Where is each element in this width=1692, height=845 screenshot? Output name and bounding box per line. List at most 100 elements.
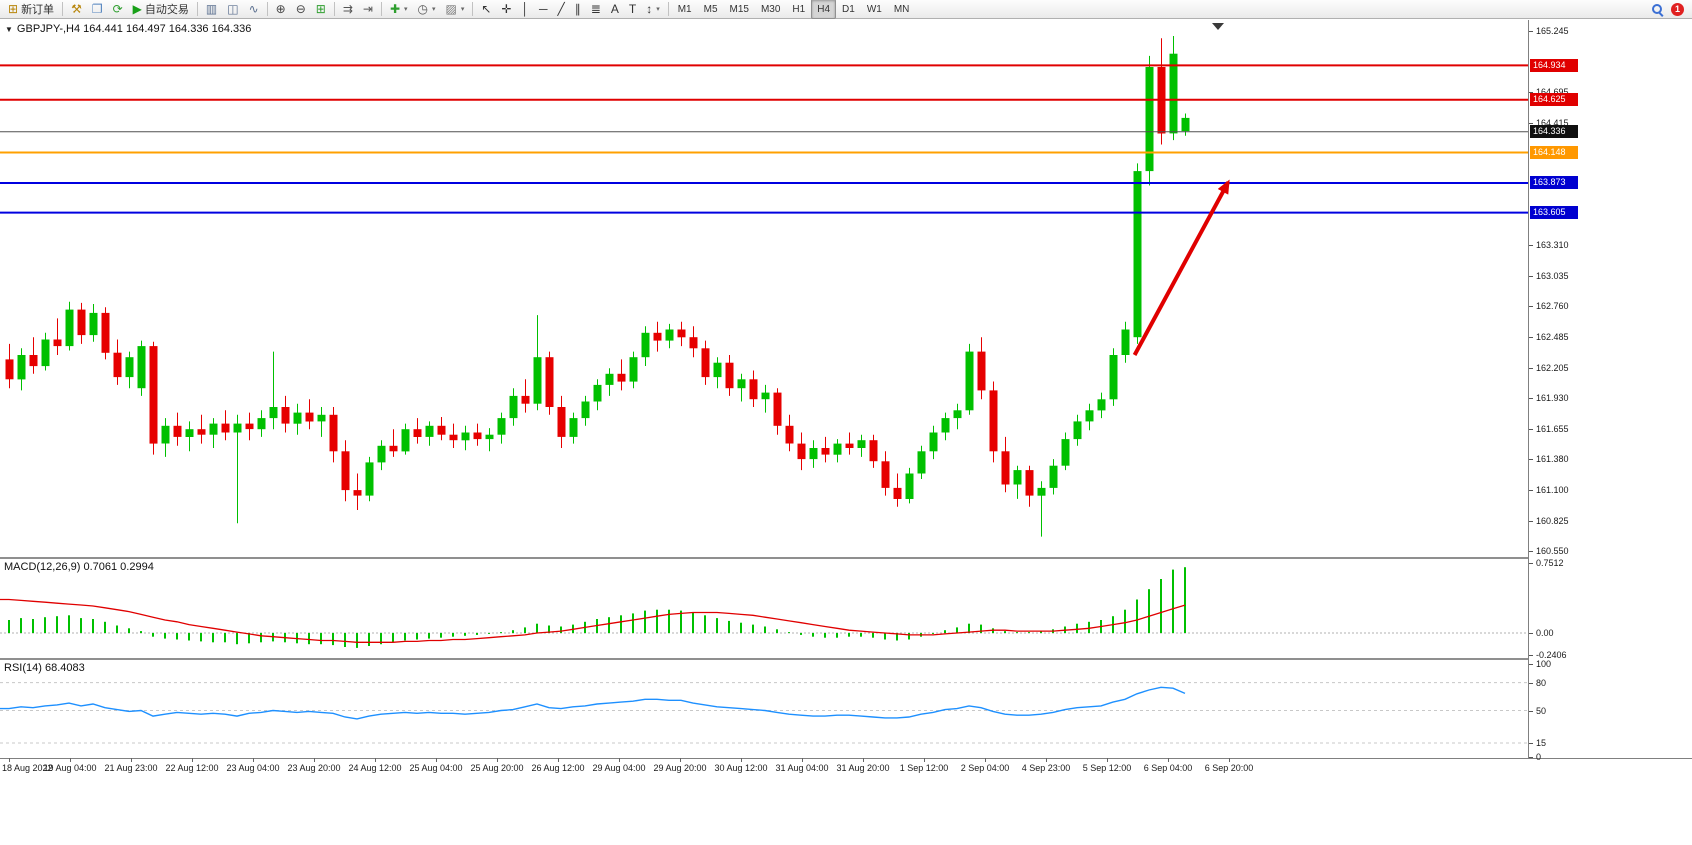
time-label: 29 Aug 04:00 (592, 763, 646, 773)
axis-tick-label: 164.695 (1536, 87, 1569, 97)
zoom-in-button[interactable]: ⊕ (271, 0, 291, 18)
auto-scroll-icon: ⇉ (342, 1, 353, 16)
vertical-line-button[interactable]: │ (517, 0, 535, 18)
chart-shift-marker[interactable] (1212, 23, 1224, 30)
price-scale-tickmark (1529, 563, 1533, 564)
tile-windows-button[interactable]: ⊞ (311, 0, 331, 18)
arrows-icon: ↕ (646, 1, 653, 16)
time-label: 19 Aug 04:00 (43, 763, 97, 773)
price-tag-163.873: 163.873 (1530, 176, 1578, 189)
macd-pane-splitter[interactable] (0, 557, 1692, 559)
zoom-out-button[interactable]: ⊖ (291, 0, 311, 18)
text-button[interactable]: A (606, 0, 624, 18)
macd-histogram (8, 567, 1186, 648)
new-order-button[interactable]: ⊞ 新订单 (3, 0, 59, 18)
axis-tick-label: 162.205 (1536, 363, 1569, 373)
crosshair-button[interactable]: ✛ (496, 0, 516, 18)
search-icon[interactable] (1651, 3, 1664, 16)
macd-signal-line (0, 598, 1186, 643)
text-label-button[interactable]: T (624, 0, 641, 18)
time-label: 6 Sep 04:00 (1143, 763, 1193, 773)
time-axis-tickmark (863, 758, 864, 762)
messages-button[interactable]: ❐ (87, 0, 108, 18)
time-axis-tickmark (253, 758, 254, 762)
price-scale-tickmark (1529, 459, 1533, 460)
time-label: 21 Aug 23:00 (104, 763, 158, 773)
vertical-line-icon: │ (521, 1, 530, 16)
horizontal-line-button[interactable]: ─ (534, 0, 553, 18)
indicators-button[interactable]: ✚ ▾ (385, 0, 413, 18)
macd-pane[interactable] (0, 559, 1528, 658)
time-axis-tickmark (680, 758, 681, 762)
time-axis[interactable]: 18 Aug 2022 19 Aug 04:00 21 Aug 23:00 22 Au… (0, 758, 1692, 778)
fibonacci-button[interactable]: ≣ (586, 0, 606, 18)
arrows-button[interactable]: ↕ ▾ (641, 0, 665, 18)
equidistant-channel-button[interactable]: ∥ (570, 0, 586, 18)
tf-m1-button[interactable]: M1 (672, 0, 698, 19)
time-axis-tickmark (985, 758, 986, 762)
chart-shift-icon: ⇥ (362, 1, 373, 16)
time-label: 25 Aug 04:00 (409, 763, 463, 773)
auto-trading-button[interactable]: ▶ 自动交易 (128, 0, 194, 18)
time-label: 22 Aug 12:00 (165, 763, 219, 773)
rsi-pane[interactable] (0, 660, 1528, 758)
price-scale-tickmark (1529, 368, 1533, 369)
time-label: 31 Aug 04:00 (775, 763, 829, 773)
tf-d1-button[interactable]: D1 (836, 0, 861, 19)
metaeditor-button[interactable]: ⚒ (66, 0, 87, 18)
periods-button[interactable]: ◷ ▾ (413, 0, 441, 18)
toolbar-right: 1 (1651, 2, 1689, 16)
time-axis-tickmark (131, 758, 132, 762)
cursor-icon: ↖ (481, 1, 492, 16)
time-label: 26 Aug 12:00 (531, 763, 585, 773)
time-axis-line (0, 758, 1692, 759)
new-order-label: 新订单 (21, 4, 55, 16)
price-scale-tickmark (1529, 490, 1533, 491)
tf-h4-button[interactable]: H4 (811, 0, 837, 19)
trendline-button[interactable]: ╱ (553, 0, 570, 18)
axis-tick-label: 161.655 (1536, 424, 1569, 434)
chart-bars-button[interactable]: ▥ (201, 0, 222, 18)
chart-line-button[interactable]: ∿ (244, 0, 264, 18)
trend-arrow[interactable] (1132, 179, 1230, 356)
cursor-button[interactable]: ↖ (476, 0, 496, 18)
tf-m30-button[interactable]: M30 (755, 0, 786, 19)
text-icon: A (610, 1, 619, 16)
chart-shift-button[interactable]: ⇥ (358, 0, 378, 18)
tf-m15-button[interactable]: M15 (724, 0, 755, 19)
tf-mn-button[interactable]: MN (888, 0, 916, 19)
time-label: 4 Sep 23:00 (1021, 763, 1071, 773)
templates-button[interactable]: ▨ ▾ (441, 0, 470, 18)
symbol-ohlc-label: GBPJPY-,H4 164.441 164.497 164.336 164.3… (16, 23, 252, 35)
trendline-icon: ╱ (557, 1, 565, 16)
toolbar-separator (380, 2, 382, 16)
tf-mn-label: MN (893, 3, 910, 15)
tf-h1-button[interactable]: H1 (786, 0, 811, 19)
time-label: 23 Aug 20:00 (287, 763, 341, 773)
price-scale-tickmark (1529, 664, 1533, 665)
tf-w1-label: W1 (866, 3, 882, 15)
tf-m1-label: M1 (677, 3, 692, 15)
notification-badge[interactable]: 1 (1671, 2, 1684, 16)
crosshair-icon: ✛ (501, 1, 512, 16)
chart-candles-icon: ◫ (227, 1, 239, 16)
tf-m5-button[interactable]: M5 (698, 0, 724, 19)
price-scale[interactable]: 165.245 164.695 164.415 163.310 163.035 162.7… (1528, 20, 1692, 762)
templates-caret-icon: ▾ (460, 6, 465, 13)
chart-title: ▼ GBPJPY-,H4 164.441 164.497 164.336 164.… (5, 23, 251, 35)
zoom-in-icon: ⊕ (275, 1, 286, 16)
one-click-trading-toggle-icon[interactable]: ▼ (5, 25, 13, 34)
time-label: 31 Aug 20:00 (836, 763, 890, 773)
price-scale-tickmark (1529, 398, 1533, 399)
tf-w1-button[interactable]: W1 (861, 0, 888, 19)
main-chart[interactable] (0, 20, 1528, 557)
auto-scroll-button[interactable]: ⇉ (338, 0, 358, 18)
axis-tick-label: 163.310 (1536, 240, 1569, 250)
time-axis-tickmark (558, 758, 559, 762)
toolbar: ⊞ 新订单 ⚒ ❐ ⟳ ▶ 自动交易 ▥ ◫ ∿ ⊕ ⊖ ⊞ ⇉ ⇥ ✚ ▾ ◷ ▾ ▨ ▾ ↖ ✛ │ ─ ╱ ∥ ≣ A T ↕ ▾ M1 M… (0, 0, 1692, 19)
axis-tick-label: 163.035 (1536, 271, 1569, 281)
price-scale-tickmark (1529, 743, 1533, 744)
chart-candles-button[interactable]: ◫ (222, 0, 243, 18)
refresh-button[interactable]: ⟳ (108, 0, 128, 18)
rsi-pane-splitter[interactable] (0, 658, 1692, 660)
